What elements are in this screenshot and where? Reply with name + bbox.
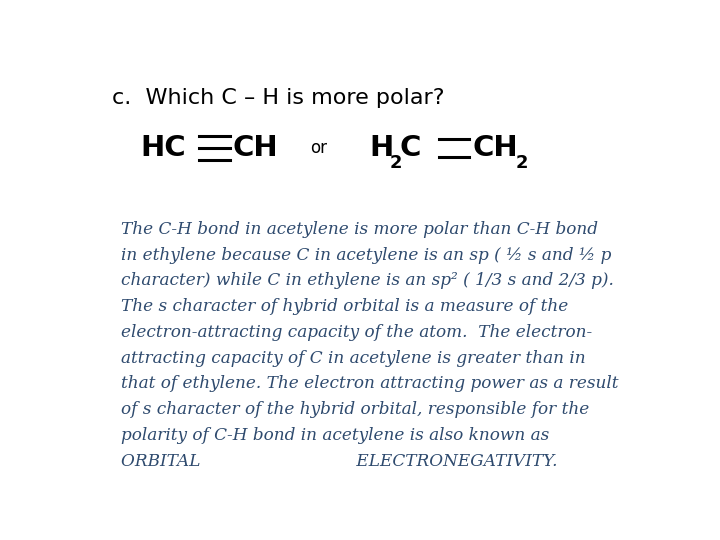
Text: character) while C in ethylene is an sp² ( 1/3 s and 2/3 p).: character) while C in ethylene is an sp²…: [121, 272, 613, 289]
Text: C: C: [400, 134, 421, 162]
Text: in ethylene because C in acetylene is an sp ( ½ s and ½ p: in ethylene because C in acetylene is an…: [121, 246, 611, 264]
Text: or: or: [310, 139, 328, 157]
Text: of s character of the hybrid orbital, responsible for the: of s character of the hybrid orbital, re…: [121, 401, 589, 418]
Text: that of ethylene. The electron attracting power as a result: that of ethylene. The electron attractin…: [121, 375, 618, 393]
Text: 2: 2: [516, 153, 528, 172]
Text: HC: HC: [140, 134, 186, 162]
Text: polarity of C-H bond in acetylene is also known as: polarity of C-H bond in acetylene is als…: [121, 427, 549, 444]
Text: electron-attracting capacity of the atom.  The electron-: electron-attracting capacity of the atom…: [121, 324, 592, 341]
Text: CH: CH: [472, 134, 518, 162]
Text: H: H: [369, 134, 393, 162]
Text: The s character of hybrid orbital is a measure of the: The s character of hybrid orbital is a m…: [121, 298, 568, 315]
Text: The C-H bond in acetylene is more polar than C-H bond: The C-H bond in acetylene is more polar …: [121, 221, 598, 238]
Text: c.  Which C – H is more polar?: c. Which C – H is more polar?: [112, 87, 445, 107]
Text: ORBITAL                             ELECTRONEGATIVITY.: ORBITAL ELECTRONEGATIVITY.: [121, 453, 557, 470]
Text: 2: 2: [390, 153, 402, 172]
Text: CH: CH: [233, 134, 278, 162]
Text: attracting capacity of C in acetylene is greater than in: attracting capacity of C in acetylene is…: [121, 349, 585, 367]
